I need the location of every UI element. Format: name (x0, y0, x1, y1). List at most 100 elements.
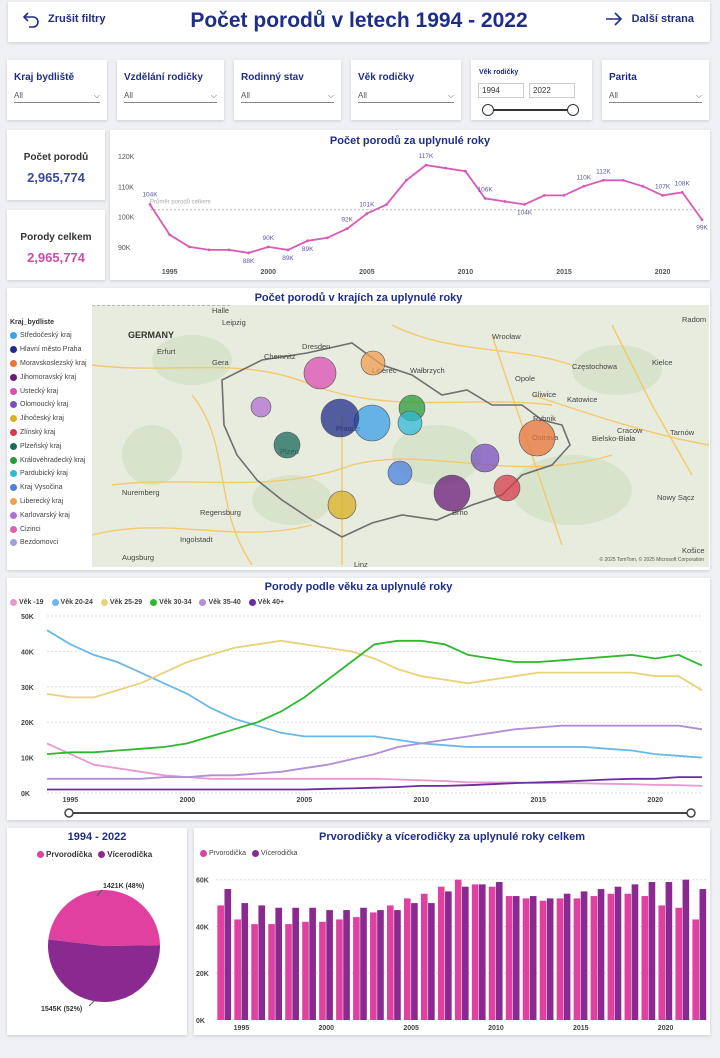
bar[interactable] (478, 884, 486, 1020)
map-legend-item[interactable]: Královéhradecký kraj (10, 453, 92, 467)
slicer-age-dropdown[interactable]: All ⌵ (358, 89, 454, 103)
map-canvas[interactable]: Halle Leipzig GERMANY Dresden Chemnitz Erfurt… (92, 305, 709, 567)
bar[interactable] (648, 882, 656, 1020)
bar[interactable] (699, 889, 707, 1020)
bar[interactable] (258, 905, 266, 1020)
bar[interactable] (428, 903, 435, 1020)
region-bubble[interactable] (387, 460, 413, 486)
data-point[interactable] (582, 184, 586, 188)
data-point[interactable] (404, 178, 408, 182)
bar[interactable] (285, 924, 292, 1020)
data-point[interactable] (247, 251, 250, 255)
range-start-handle[interactable] (482, 104, 494, 116)
data-point[interactable] (385, 203, 388, 206)
map-legend-item[interactable]: Ústecký kraj (10, 384, 92, 398)
data-point[interactable] (503, 200, 507, 203)
data-point[interactable] (523, 203, 526, 206)
data-point[interactable] (424, 163, 428, 167)
bar[interactable] (370, 912, 377, 1020)
data-point[interactable] (148, 203, 152, 206)
age-legend-item[interactable]: Věk -19 (10, 599, 44, 606)
scroll-start-handle[interactable] (64, 808, 74, 818)
data-point[interactable] (444, 166, 448, 170)
slicer-parity-dropdown[interactable]: All ⌵ (609, 89, 702, 103)
bar[interactable] (471, 884, 479, 1020)
data-point[interactable] (306, 239, 310, 243)
bar[interactable] (522, 898, 530, 1020)
bar[interactable] (241, 903, 249, 1020)
region-bubble[interactable] (360, 350, 386, 376)
bar[interactable] (302, 921, 309, 1020)
bar[interactable] (462, 886, 469, 1020)
reset-filters-button[interactable]: Zrušit filtry (22, 10, 105, 28)
bar[interactable] (224, 889, 232, 1020)
data-point[interactable] (227, 248, 231, 252)
bar[interactable] (420, 893, 428, 1020)
map-legend-item[interactable]: Plzeňský kraj (10, 439, 92, 453)
data-point[interactable] (168, 233, 172, 237)
data-point[interactable] (483, 197, 487, 200)
data-point[interactable] (188, 245, 191, 249)
bar[interactable] (563, 893, 571, 1020)
region-bubble[interactable] (327, 490, 357, 520)
bar[interactable] (454, 879, 462, 1020)
bar[interactable] (275, 907, 283, 1020)
map-legend-item[interactable]: Karlovarský kraj (10, 508, 92, 522)
slicer-education-dropdown[interactable]: All ⌵ (124, 89, 217, 103)
bar[interactable] (353, 917, 360, 1020)
bar[interactable] (607, 893, 615, 1020)
data-point[interactable] (621, 178, 625, 182)
data-point[interactable] (680, 190, 684, 194)
bar[interactable] (495, 882, 503, 1020)
map-legend-item[interactable]: Bezdomovci (10, 536, 92, 550)
bar[interactable] (445, 891, 452, 1020)
age-legend-item[interactable]: Věk 25-29 (100, 599, 142, 606)
age-legend-item[interactable]: Věk 20-24 (51, 599, 93, 606)
bar[interactable] (556, 898, 564, 1020)
region-bubble[interactable] (470, 443, 500, 473)
bar[interactable] (573, 898, 581, 1020)
data-point[interactable] (345, 227, 349, 231)
map-legend-item[interactable]: Jihočeský kraj (10, 412, 92, 426)
bar[interactable] (580, 891, 588, 1020)
bar[interactable] (360, 907, 367, 1020)
bar[interactable] (682, 879, 690, 1020)
data-point[interactable] (562, 194, 566, 197)
data-point[interactable] (700, 218, 704, 222)
bar[interactable] (377, 910, 384, 1020)
region-bubble[interactable] (397, 410, 423, 436)
bar[interactable] (251, 924, 258, 1020)
data-point[interactable] (286, 248, 290, 252)
age-legend-item[interactable]: Věk 40+ (248, 599, 284, 606)
region-bubble[interactable] (518, 419, 556, 457)
region-bubble[interactable] (493, 474, 521, 502)
region-bubble[interactable] (433, 474, 471, 512)
data-point[interactable] (266, 245, 270, 249)
bar[interactable] (512, 896, 520, 1020)
year-to-input[interactable]: 2022 (529, 83, 575, 98)
bar[interactable] (343, 910, 350, 1020)
region-bubble[interactable] (320, 398, 360, 438)
data-point[interactable] (365, 212, 369, 215)
bar[interactable] (641, 896, 649, 1020)
bar[interactable] (234, 919, 241, 1020)
data-point[interactable] (326, 236, 329, 240)
map-legend-item[interactable]: Moravskoslezský kraj (10, 357, 92, 371)
year-from-input[interactable]: 1994 (478, 83, 524, 98)
map-legend-item[interactable]: Kraj Vysočina (10, 481, 92, 495)
bar[interactable] (403, 898, 411, 1020)
bar[interactable] (326, 910, 333, 1020)
bar[interactable] (217, 905, 224, 1020)
map-legend-item[interactable]: Hlavní město Praha (10, 343, 92, 357)
data-point[interactable] (207, 248, 211, 252)
map-legend-item[interactable]: Jihomoravský kraj (10, 370, 92, 384)
scroll-end-handle[interactable] (686, 808, 696, 818)
region-bubble[interactable] (250, 396, 272, 418)
bar[interactable] (505, 896, 513, 1020)
data-point[interactable] (542, 194, 546, 197)
bar[interactable] (336, 919, 343, 1020)
bar[interactable] (624, 893, 632, 1020)
bar[interactable] (411, 903, 418, 1020)
bar[interactable] (546, 898, 554, 1020)
region-bubble[interactable] (303, 356, 337, 390)
